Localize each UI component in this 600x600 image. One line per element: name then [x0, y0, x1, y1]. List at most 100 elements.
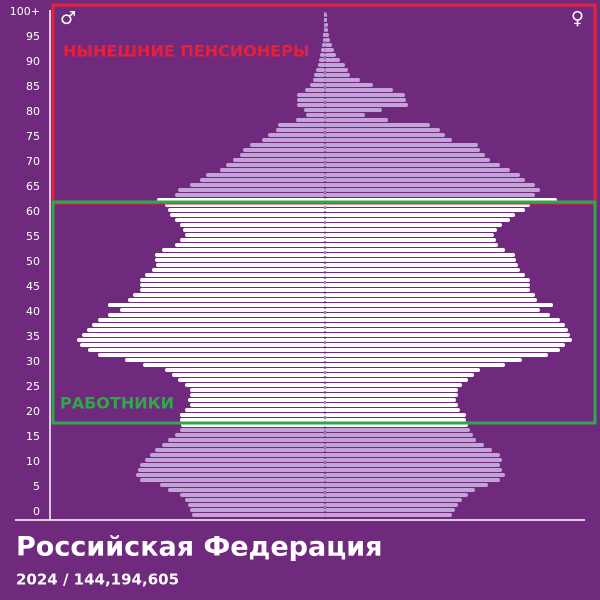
bar	[138, 468, 325, 472]
bar	[325, 383, 462, 387]
bar	[325, 373, 474, 377]
bar	[325, 183, 535, 187]
bar	[297, 103, 325, 107]
y-tick-label: 50	[26, 255, 40, 268]
bar	[180, 428, 325, 432]
bar	[325, 63, 345, 67]
bar	[145, 273, 325, 277]
bar	[325, 388, 458, 392]
bar	[200, 178, 325, 182]
female-symbol: ♀	[571, 8, 584, 29]
bar	[325, 473, 505, 477]
bar	[98, 353, 325, 357]
bar	[325, 218, 510, 222]
bar	[185, 498, 325, 502]
bar	[278, 123, 325, 127]
bar	[325, 133, 445, 137]
bar	[183, 228, 325, 232]
bar	[297, 93, 325, 97]
bar	[325, 88, 393, 92]
bar	[240, 153, 325, 157]
bar	[325, 448, 492, 452]
bar	[325, 378, 468, 382]
bar	[325, 353, 548, 357]
bar	[87, 328, 325, 332]
bar	[318, 63, 325, 67]
bar	[220, 168, 325, 172]
bar	[190, 393, 325, 397]
y-tick-label: 20	[26, 405, 40, 418]
bar	[325, 168, 510, 172]
y-tick-label: 25	[26, 380, 40, 393]
bar	[325, 393, 458, 397]
bar	[80, 343, 325, 347]
bar	[170, 213, 325, 217]
bar	[325, 208, 525, 212]
bar	[325, 28, 328, 32]
y-tick-label: 55	[26, 230, 40, 243]
bar	[325, 158, 490, 162]
bar	[172, 373, 325, 377]
bar	[321, 48, 325, 52]
bar	[133, 293, 325, 297]
bar	[276, 128, 325, 132]
bar	[325, 343, 565, 347]
bar	[262, 138, 325, 142]
bar	[325, 238, 496, 242]
bar	[325, 48, 334, 52]
bar	[180, 413, 325, 417]
bar	[324, 23, 325, 27]
bar	[155, 258, 325, 262]
bar	[325, 248, 505, 252]
bar	[325, 188, 540, 192]
bar	[325, 298, 537, 302]
bar	[155, 253, 325, 257]
bar	[325, 313, 550, 317]
y-tick-label: 80	[26, 105, 40, 118]
bar	[206, 173, 325, 177]
bar	[152, 268, 325, 272]
bar	[175, 193, 325, 197]
bar	[306, 113, 325, 117]
y-tick-label: 0	[33, 505, 40, 518]
bar	[325, 408, 460, 412]
bar	[160, 483, 325, 487]
bar	[305, 88, 325, 92]
bar	[185, 233, 325, 237]
y-tick-label: 65	[26, 180, 40, 193]
bar	[180, 223, 325, 227]
bar	[325, 498, 462, 502]
y-tick-label: 90	[26, 55, 40, 68]
bar	[325, 13, 327, 17]
bar	[168, 438, 325, 442]
bar	[325, 483, 488, 487]
bar	[325, 468, 502, 472]
bar	[325, 443, 484, 447]
bar	[178, 188, 325, 192]
bar	[325, 128, 440, 132]
bar	[108, 303, 325, 307]
bar	[325, 418, 466, 422]
bar	[77, 338, 325, 342]
y-tick-label: 15	[26, 430, 40, 443]
bar	[233, 158, 325, 162]
bar	[140, 288, 325, 292]
bar	[178, 378, 325, 382]
bar	[325, 153, 485, 157]
y-tick-label: 60	[26, 205, 40, 218]
bar	[143, 363, 325, 367]
bar	[325, 68, 348, 72]
bar	[325, 318, 560, 322]
bar	[325, 323, 565, 327]
bar	[296, 118, 325, 122]
y-tick-label: 40	[26, 305, 40, 318]
y-tick-label: 85	[26, 80, 40, 93]
bar	[325, 438, 476, 442]
bar	[325, 93, 405, 97]
bar	[323, 33, 325, 37]
bar	[175, 243, 325, 247]
bar	[190, 403, 325, 407]
bar	[325, 333, 570, 337]
bar	[325, 108, 382, 112]
